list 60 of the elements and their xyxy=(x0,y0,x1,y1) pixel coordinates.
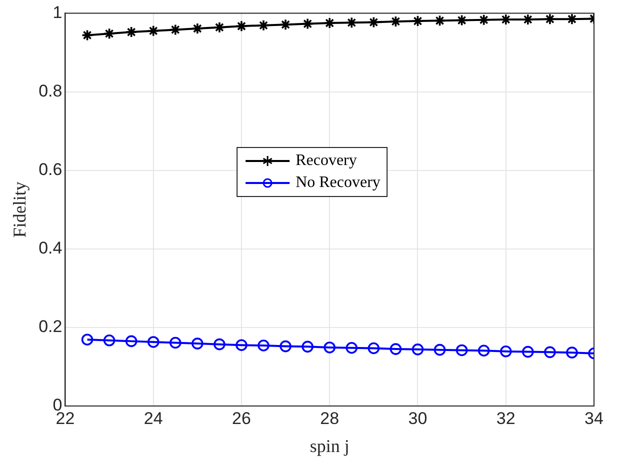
x-tick-label: 32 xyxy=(496,408,516,428)
point xyxy=(236,20,248,32)
point xyxy=(412,344,424,356)
point xyxy=(390,343,402,355)
point xyxy=(346,342,358,354)
point xyxy=(412,15,424,27)
point xyxy=(169,24,182,36)
legend-label: No Recovery xyxy=(296,173,380,194)
point xyxy=(566,13,578,25)
x-tick-label: 24 xyxy=(144,408,163,428)
point xyxy=(258,340,270,352)
point xyxy=(81,29,94,42)
point xyxy=(147,336,160,348)
point xyxy=(346,16,358,29)
point xyxy=(192,338,204,350)
y-tick-label: 0.4 xyxy=(38,238,62,258)
point xyxy=(456,14,468,26)
point xyxy=(434,344,446,356)
point xyxy=(81,334,94,346)
point xyxy=(478,344,490,357)
x-tick-label: 28 xyxy=(320,408,340,428)
y-tick-label: 0.8 xyxy=(38,81,62,100)
point xyxy=(125,335,138,348)
point xyxy=(522,346,534,358)
point xyxy=(500,346,512,358)
y-tick-label: 0.6 xyxy=(38,160,62,180)
point xyxy=(280,18,292,30)
point xyxy=(214,338,226,350)
x-tick-label: 30 xyxy=(408,408,428,428)
point xyxy=(214,21,226,34)
point xyxy=(434,14,446,27)
point xyxy=(456,344,468,356)
point xyxy=(103,334,116,346)
point xyxy=(236,339,248,352)
point xyxy=(368,342,380,354)
point xyxy=(478,14,490,26)
x-tick-label: 34 xyxy=(584,408,604,428)
x-axis-title: spin j xyxy=(310,436,350,456)
point xyxy=(544,13,556,25)
point xyxy=(566,346,578,358)
point xyxy=(390,16,402,28)
point xyxy=(522,14,534,26)
point xyxy=(147,24,160,37)
point xyxy=(324,342,336,354)
y-axis-title: Fidelity xyxy=(10,182,30,238)
point xyxy=(103,28,116,40)
y-tick-label: 0.2 xyxy=(38,317,62,336)
point xyxy=(258,19,270,32)
point xyxy=(302,18,314,30)
point xyxy=(125,26,138,38)
point xyxy=(368,16,380,28)
point xyxy=(302,340,314,353)
y-tick-label: 1 xyxy=(52,2,62,22)
point xyxy=(280,340,292,352)
x-tick-label: 26 xyxy=(232,408,251,428)
point xyxy=(324,17,336,29)
point xyxy=(192,22,204,34)
legend-label: Recovery xyxy=(296,151,357,172)
point xyxy=(169,336,182,349)
point xyxy=(544,346,556,358)
